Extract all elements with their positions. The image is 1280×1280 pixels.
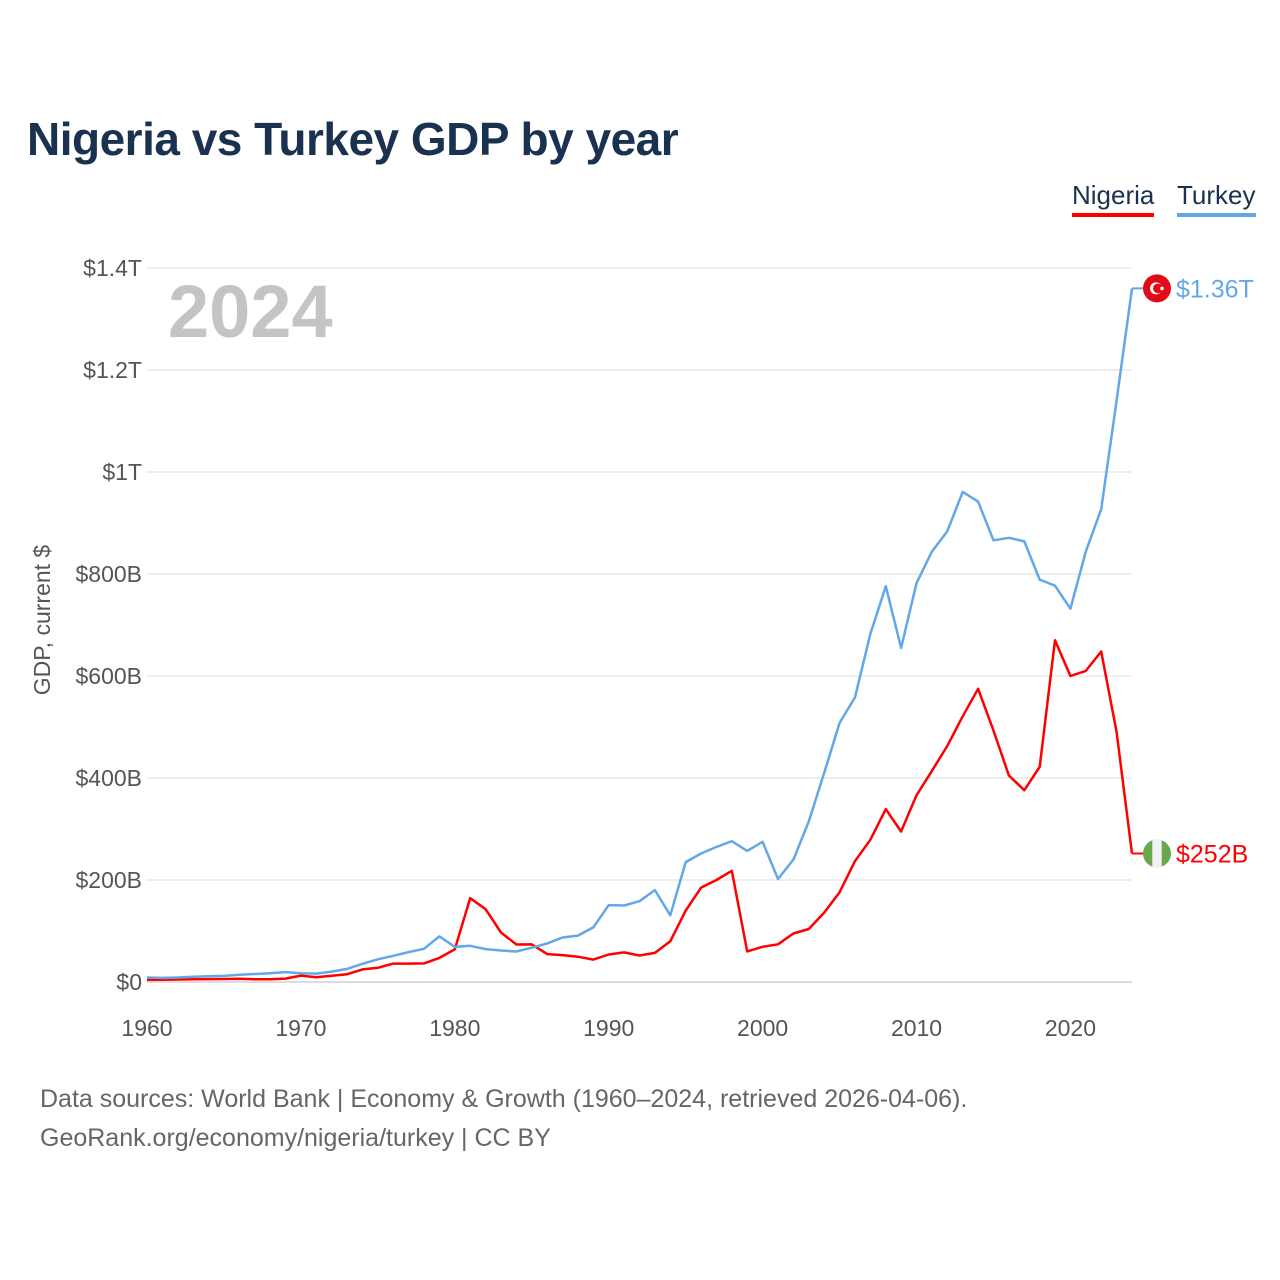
x-tick-label: 2010 bbox=[891, 1015, 942, 1041]
x-axis-ticks: 1960 1970 1980 1990 2000 2010 2020 bbox=[121, 1015, 1096, 1041]
series-lines bbox=[146, 288, 1134, 982]
x-tick-label: 1970 bbox=[275, 1015, 326, 1041]
x-tick-label: 1960 bbox=[121, 1015, 172, 1041]
chart-title: Nigeria vs Turkey GDP by year bbox=[27, 113, 679, 165]
x-tick-label: 2000 bbox=[737, 1015, 788, 1041]
x-tick-label: 1990 bbox=[583, 1015, 634, 1041]
end-value-turkey: $1.36T bbox=[1176, 275, 1254, 303]
y-tick-label: $1T bbox=[102, 459, 142, 485]
series-line-nigeria[interactable] bbox=[146, 639, 1134, 982]
y-tick-label: $400B bbox=[75, 765, 142, 791]
series-line-turkey[interactable] bbox=[146, 288, 1134, 980]
y-axis-ticks: $0 $200B $400B $600B $800B $1T $1.2T $1.4T bbox=[75, 255, 142, 995]
x-tick-label: 1980 bbox=[429, 1015, 480, 1041]
nigeria-flag-icon bbox=[1143, 839, 1171, 868]
y-tick-label: $1.2T bbox=[83, 357, 142, 383]
current-year-label: 2024 bbox=[168, 270, 333, 353]
turkey-flag-icon bbox=[1143, 274, 1171, 303]
y-tick-label: $200B bbox=[75, 867, 142, 893]
y-tick-label: $600B bbox=[75, 663, 142, 689]
series-end-labels: $252B $1.36T bbox=[1132, 274, 1254, 868]
gridlines bbox=[147, 267, 1132, 983]
x-tick-label: 2020 bbox=[1045, 1015, 1096, 1041]
y-tick-label: $0 bbox=[116, 969, 142, 995]
end-value-nigeria: $252B bbox=[1176, 840, 1248, 868]
legend-nigeria[interactable]: Nigeria bbox=[1072, 180, 1155, 217]
y-tick-label: $800B bbox=[75, 561, 142, 587]
y-tick-label: $1.4T bbox=[83, 255, 142, 281]
y-axis-label: GDP, current $ bbox=[29, 545, 55, 696]
footer-sources: Data sources: World Bank | Economy & Gro… bbox=[40, 1085, 968, 1113]
footer-link[interactable]: GeoRank.org/economy/nigeria/turkey | CC … bbox=[40, 1124, 551, 1152]
legend-turkey[interactable]: Turkey bbox=[1177, 180, 1256, 217]
